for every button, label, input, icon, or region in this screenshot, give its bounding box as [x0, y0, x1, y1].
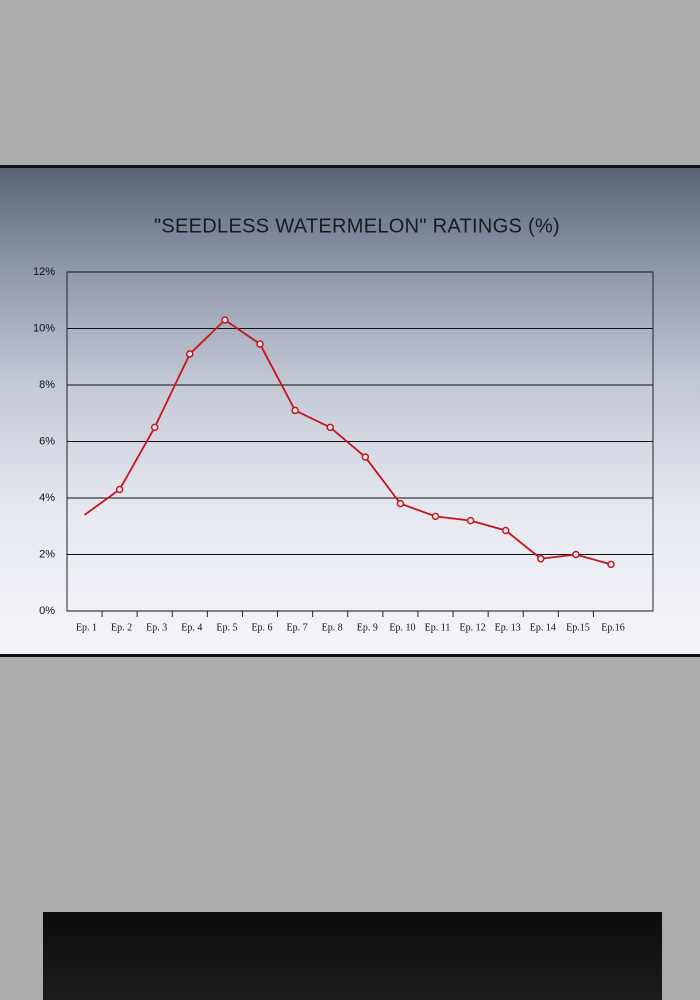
x-tick-label: Ep. 10 [389, 622, 415, 633]
x-tick-label: Ep. 2 [111, 622, 132, 633]
chart-title: "SEEDLESS WATERMELON" RATINGS (%) [154, 215, 560, 237]
data-point [607, 560, 615, 569]
x-tick-label: Ep. 5 [216, 622, 237, 633]
data-point [361, 453, 370, 461]
comic-panel [0, 165, 700, 657]
data-point [150, 423, 159, 432]
x-tick-label: Ep. 14 [530, 622, 556, 633]
data-point [256, 340, 264, 348]
next-panel [43, 912, 662, 1000]
data-point [431, 512, 440, 521]
data-point [501, 526, 510, 535]
data-point [466, 516, 475, 525]
x-tick-label: Ep. 7 [287, 622, 308, 633]
x-tick-label: Ep. 9 [357, 622, 378, 633]
data-point [396, 499, 405, 508]
x-tick-label: Ep. 12 [460, 622, 486, 633]
y-tick-label: 8% [39, 379, 55, 391]
x-tick-label: Ep. 11 [425, 622, 451, 633]
data-point [326, 423, 334, 432]
data-point [572, 550, 580, 559]
x-tick-label: Ep. 1 [76, 622, 97, 633]
x-tick-label: Ep. 6 [251, 622, 272, 633]
x-tick-label: Ep.16 [601, 622, 625, 633]
data-point [221, 316, 229, 324]
x-tick-label: Ep. 13 [495, 622, 521, 633]
data-point [115, 485, 124, 494]
data-point [186, 350, 194, 358]
x-tick-label: Ep. 3 [146, 622, 167, 633]
y-tick-label: 0% [39, 605, 55, 617]
x-tick-label: Ep.15 [566, 622, 590, 633]
y-tick-label: 10% [33, 322, 55, 334]
y-tick-label: 2% [39, 548, 55, 560]
data-point [537, 554, 545, 563]
x-tick-label: Ep. 8 [322, 622, 343, 633]
x-tick-label: Ep. 4 [181, 622, 202, 633]
data-point [291, 406, 299, 415]
data-line [83, 318, 612, 566]
y-tick-label: 6% [39, 435, 55, 447]
y-tick-label: 4% [39, 492, 55, 504]
y-tick-label: 12% [33, 266, 55, 278]
